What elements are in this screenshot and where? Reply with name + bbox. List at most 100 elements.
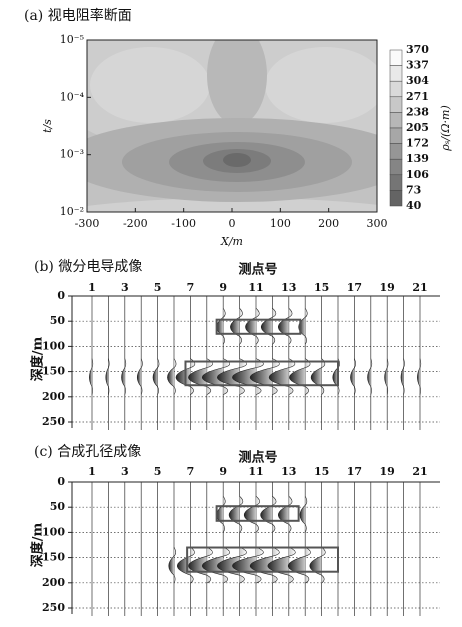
wiggle <box>228 496 244 533</box>
colorbar-segment <box>389 127 403 144</box>
wiggle <box>230 308 243 345</box>
wiggle <box>167 358 177 395</box>
wiggle <box>121 358 127 395</box>
wiggle <box>136 358 143 395</box>
annotation-box <box>215 318 302 335</box>
wiggle <box>201 546 231 584</box>
x-axis-label: 测点号 <box>238 450 277 466</box>
x-tick-label: 7 <box>187 281 195 294</box>
colorbar-segment <box>389 96 403 113</box>
wiggle <box>216 496 226 533</box>
y-tick-label: 0 <box>57 475 65 488</box>
x-tick-label: 21 <box>412 465 427 478</box>
colorbar-label: 139 <box>406 152 429 165</box>
x-tick-label: 21 <box>412 281 427 294</box>
colorbar-label: 73 <box>406 183 421 196</box>
x-tick-label: 300 <box>367 217 388 230</box>
wiggle <box>217 546 247 584</box>
y-tick-label: 250 <box>42 415 65 428</box>
x-tick-label: 5 <box>154 281 162 294</box>
y-tick-label: 200 <box>42 390 65 403</box>
y-tick-label: 150 <box>42 365 65 378</box>
x-tick-label: 100 <box>270 217 291 230</box>
y-axis-label: t/s <box>41 119 54 133</box>
wiggle <box>400 358 405 395</box>
y-tick-label: 200 <box>42 576 65 589</box>
wiggle <box>367 358 373 395</box>
wiggle <box>152 358 160 395</box>
x-tick-label: 13 <box>281 465 296 478</box>
y-tick-label: 150 <box>42 551 65 564</box>
wiggle <box>298 308 308 345</box>
colorbar-label: 304 <box>406 74 429 87</box>
y-tick-label: 50 <box>50 314 66 327</box>
wiggle <box>188 546 213 584</box>
wiggle <box>216 308 226 345</box>
colorbar-label: 337 <box>406 59 429 72</box>
x-tick-label: 0 <box>229 217 236 230</box>
y-tick-label: 10⁻⁵ <box>60 33 84 46</box>
y-tick-label: 10⁻³ <box>60 148 84 161</box>
colorbar-title: ρₛ/(Ω·m) <box>439 105 452 152</box>
x-tick-label: 13 <box>281 281 296 294</box>
x-tick-label: 200 <box>318 217 339 230</box>
wiggle <box>350 358 356 395</box>
panel-title: (c) 合成孔径成像 <box>34 444 141 460</box>
colorbar-segment <box>389 80 403 98</box>
wiggle <box>245 308 260 345</box>
x-axis-label: 测点号 <box>238 262 277 278</box>
wiggle <box>278 496 293 533</box>
x-tick-label: 15 <box>314 465 329 478</box>
y-tick-label: 100 <box>42 339 65 352</box>
x-tick-label: 7 <box>187 465 195 478</box>
x-tick-label: 15 <box>314 281 329 294</box>
x-axis-label: X/m <box>220 235 243 248</box>
x-tick-label: 19 <box>380 465 395 478</box>
x-tick-label: 17 <box>347 281 362 294</box>
y-tick-label: 100 <box>42 525 65 538</box>
wiggle <box>176 546 195 584</box>
wiggle <box>260 496 277 533</box>
wiggle <box>287 546 311 584</box>
x-tick-label: 19 <box>380 281 395 294</box>
x-tick-label: 1 <box>88 281 96 294</box>
annotation-box <box>184 360 339 387</box>
colorbar-segment <box>389 190 403 207</box>
colorbar-label: 205 <box>406 121 429 134</box>
y-axis-label: 深度/m <box>30 523 46 568</box>
colorbar-segment <box>389 174 403 191</box>
annotation-box <box>186 546 339 573</box>
x-tick-label: -300 <box>75 217 100 230</box>
wiggle <box>267 546 296 584</box>
x-tick-label: 11 <box>248 465 263 478</box>
y-tick-label: 10⁻⁴ <box>60 90 85 103</box>
wiggle <box>89 358 94 395</box>
x-tick-label: 5 <box>154 465 162 478</box>
wiggle <box>168 547 176 584</box>
x-tick-label: 3 <box>121 281 129 294</box>
y-tick-label: 0 <box>57 289 65 302</box>
x-tick-label: 17 <box>347 465 362 478</box>
contour-field <box>87 40 377 212</box>
wiggle <box>105 358 110 395</box>
wiggle <box>310 358 326 395</box>
colorbar-label: 271 <box>406 90 429 103</box>
wiggle <box>417 358 422 395</box>
x-tick-label: 3 <box>121 465 129 478</box>
annotation-box <box>215 505 300 522</box>
panel-title: (a) 视电阻率断面 <box>24 7 132 24</box>
wiggle <box>384 358 389 395</box>
wiggle <box>250 546 280 584</box>
y-axis-label: 深度/m <box>30 337 46 382</box>
colorbar-label: 370 <box>406 43 429 56</box>
panel-title: (b) 微分电导成像 <box>34 259 142 275</box>
colorbar-segment <box>389 158 403 176</box>
colorbar-segment <box>389 65 403 82</box>
x-tick-label: -200 <box>123 217 148 230</box>
colorbar-segment <box>389 143 403 160</box>
wiggle <box>299 496 308 533</box>
wiggle <box>232 546 264 584</box>
wiggle <box>260 308 277 345</box>
x-tick-label: -100 <box>171 217 196 230</box>
colorbar-label: 172 <box>406 137 429 150</box>
